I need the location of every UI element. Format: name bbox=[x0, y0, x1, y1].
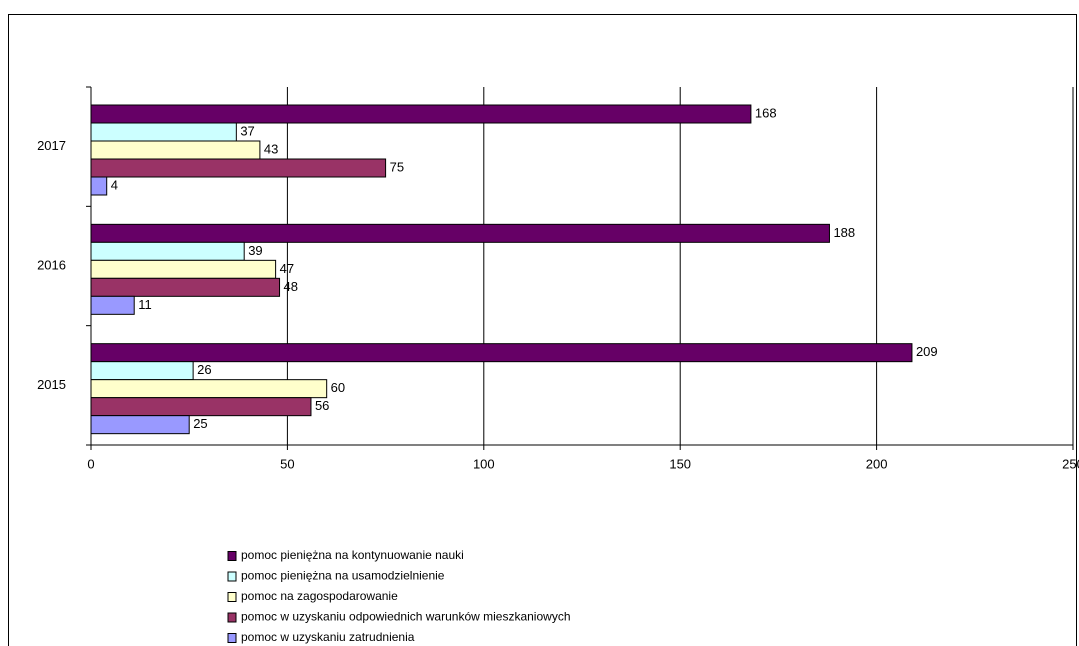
data-label: 60 bbox=[331, 380, 345, 395]
bar bbox=[90, 122, 237, 142]
x-tick-label: 250 bbox=[1062, 456, 1079, 471]
legend-label: pomoc pieniężna na usamodzielnienie bbox=[241, 569, 445, 583]
bar bbox=[90, 397, 312, 417]
legend-label: pomoc w uzyskaniu zatrudnienia bbox=[241, 630, 415, 644]
data-label: 168 bbox=[755, 105, 777, 120]
y-tick-label: 2015 bbox=[37, 377, 66, 392]
data-label: 188 bbox=[833, 225, 855, 240]
bar bbox=[90, 295, 135, 315]
legend-label: pomoc pieniężna na kontynuowanie nauki bbox=[241, 548, 464, 562]
bar bbox=[90, 104, 752, 124]
data-label: 75 bbox=[390, 159, 404, 174]
legend-swatch bbox=[227, 571, 237, 582]
bar bbox=[90, 379, 328, 399]
bar bbox=[90, 361, 194, 381]
x-tick-label: 150 bbox=[669, 456, 691, 471]
data-label: 25 bbox=[193, 416, 207, 431]
bar bbox=[90, 140, 261, 160]
data-label: 37 bbox=[240, 123, 254, 138]
data-label: 39 bbox=[248, 243, 262, 258]
bar bbox=[90, 415, 190, 435]
legend-swatch bbox=[227, 612, 237, 623]
x-tick-label: 0 bbox=[87, 456, 94, 471]
bar bbox=[90, 259, 277, 279]
y-tick-label: 2016 bbox=[37, 257, 66, 272]
legend-label: pomoc na zagospodarowanie bbox=[241, 589, 398, 603]
x-tick-label: 200 bbox=[866, 456, 888, 471]
y-tick-label: 2017 bbox=[37, 138, 66, 153]
legend-swatch bbox=[227, 551, 237, 561]
legend-swatch bbox=[227, 592, 237, 602]
bar bbox=[90, 176, 108, 196]
bar bbox=[90, 343, 913, 363]
x-tick-label: 100 bbox=[473, 456, 495, 471]
data-label: 43 bbox=[264, 141, 278, 156]
data-label: 4 bbox=[111, 177, 118, 192]
legend-swatch bbox=[227, 633, 237, 643]
chart-frame bbox=[8, 14, 1077, 646]
data-label: 56 bbox=[315, 398, 329, 413]
data-label: 48 bbox=[284, 279, 298, 294]
bar bbox=[90, 158, 387, 178]
data-label: 26 bbox=[197, 362, 211, 377]
bar bbox=[90, 241, 245, 261]
data-label: 209 bbox=[916, 344, 938, 359]
legend-label: pomoc w uzyskaniu odpowiednich warunków … bbox=[241, 610, 571, 624]
bar bbox=[90, 277, 281, 297]
x-tick-label: 50 bbox=[280, 456, 294, 471]
data-label: 11 bbox=[138, 297, 152, 312]
data-label: 47 bbox=[280, 261, 294, 276]
bar bbox=[90, 223, 830, 243]
